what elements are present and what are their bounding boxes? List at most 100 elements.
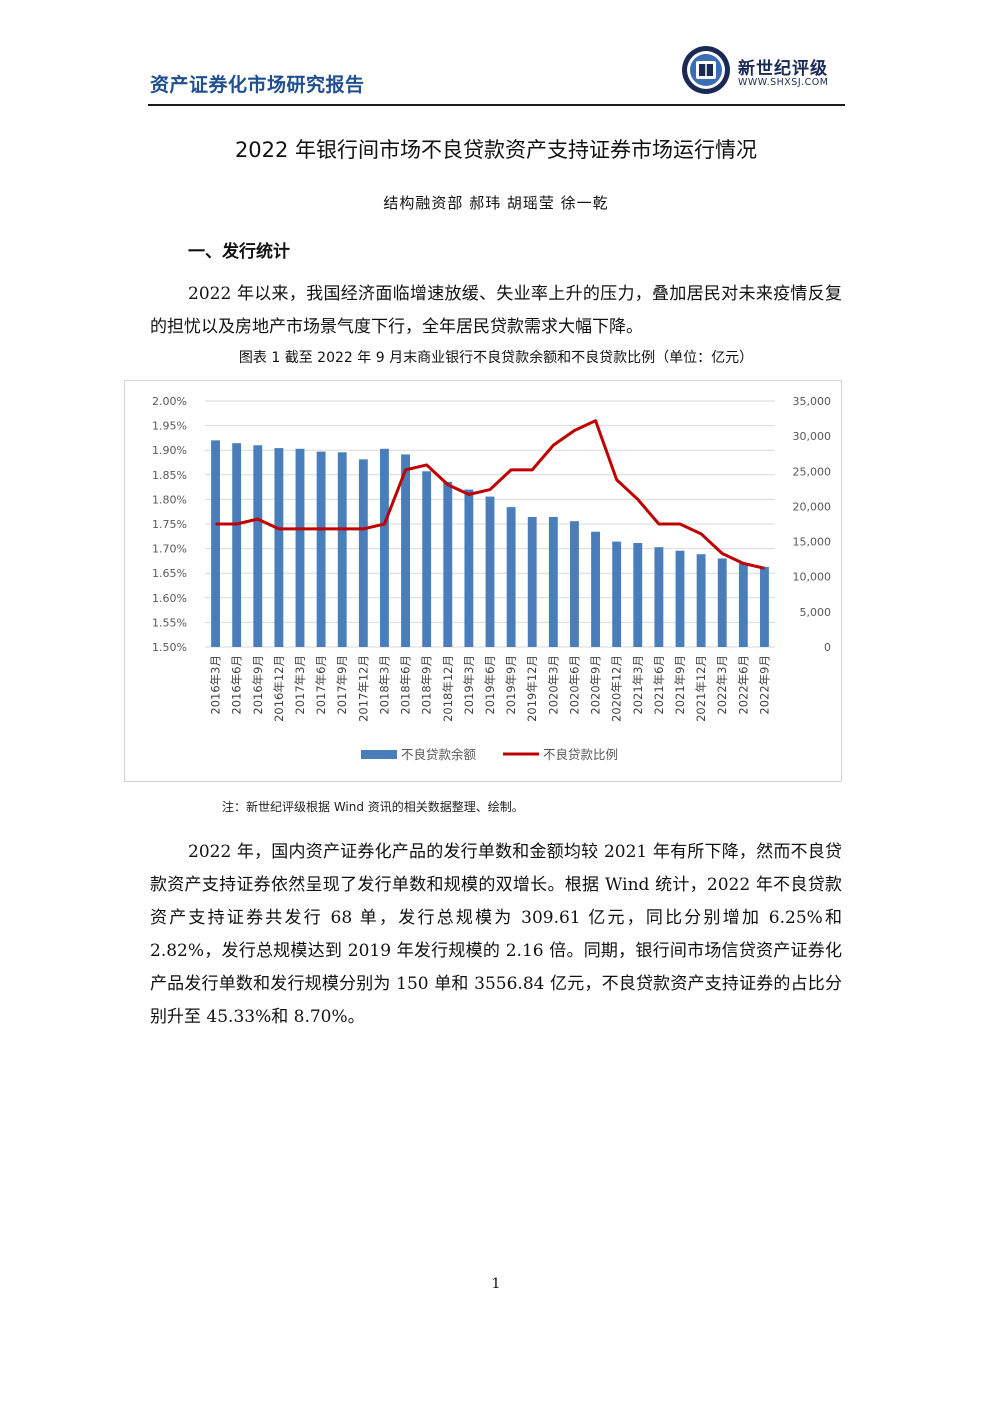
paragraph-text: 2022 年以来，我国经济面临增速放缓、失业率上升的压力，叠加居民对未来疫情反复…	[150, 284, 842, 337]
bar	[232, 443, 242, 647]
x-tick-label: 2020年3月	[546, 655, 560, 715]
x-tick-label: 2017年6月	[314, 655, 328, 715]
left-tick-label: 1.85%	[152, 469, 187, 482]
bar	[464, 489, 474, 647]
bar	[380, 448, 389, 647]
x-tick-label: 2018年6月	[399, 655, 413, 715]
chart-legend: 不良贷款余额 不良贷款比例	[361, 747, 618, 762]
x-axis-labels: 2016年3月 2016年6月 2016年9月 2016年12月 2017年3月 2017…	[209, 655, 772, 722]
bar	[358, 459, 368, 647]
x-tick-label: 2022年3月	[715, 655, 729, 715]
bar	[274, 448, 284, 647]
bar	[654, 547, 664, 647]
x-tick-label: 2016年12月	[272, 655, 286, 722]
x-tick-label: 2018年12月	[441, 655, 455, 722]
section-heading: 一、发行统计	[188, 242, 290, 262]
bar	[422, 471, 432, 647]
logo-url: WWW.SHXSJ.COM	[738, 77, 829, 88]
left-tick-label: 1.55%	[152, 616, 187, 629]
bar	[253, 445, 263, 647]
right-tick-label: 20,000	[793, 500, 832, 513]
legend-bar-swatch	[361, 750, 397, 759]
x-tick-label: 2019年6月	[483, 655, 497, 715]
logo-name: 新世纪评级	[738, 59, 828, 79]
bar	[633, 542, 643, 647]
bar-series	[211, 440, 769, 647]
left-tick-label: 2.00%	[152, 395, 187, 408]
x-tick-label: 2016年6月	[230, 655, 244, 715]
bar	[337, 452, 347, 647]
x-tick-label: 2022年9月	[757, 655, 771, 715]
figure-caption: 图表 1 截至 2022 年 9 月末商业银行不良贷款余额和不良贷款比例（单位：…	[238, 350, 754, 366]
legend-line-label: 不良贷款比例	[543, 747, 618, 762]
paragraph-issuance: 2022 年，国内资产证券化产品的发行单数和金额均较 2021 年有所下降，然而…	[150, 836, 842, 1034]
left-tick-label: 1.65%	[152, 567, 187, 580]
x-tick-label: 2020年6月	[567, 655, 581, 715]
bar	[591, 531, 600, 647]
chart-container: 1.50% 1.55% 1.60% 1.65% 1.70% 1.75% 1.80% 1.85%…	[124, 380, 842, 782]
x-tick-label: 2019年3月	[462, 655, 476, 715]
bar	[295, 448, 305, 647]
left-tick-label: 1.60%	[152, 592, 187, 605]
bar	[570, 521, 579, 647]
right-tick-label: 25,000	[793, 465, 832, 478]
right-tick-label: 35,000	[793, 395, 832, 408]
line-series	[215, 419, 765, 570]
x-tick-label: 2017年12月	[356, 655, 370, 722]
bar	[485, 496, 495, 647]
chart-note: 注：新世纪评级根据 Wind 资讯的相关数据整理、绘制。	[222, 800, 524, 814]
x-tick-label: 2017年9月	[335, 655, 349, 715]
left-axis-ticks: 1.50% 1.55% 1.60% 1.65% 1.70% 1.75% 1.80% 1.85%…	[152, 395, 187, 654]
right-tick-label: 10,000	[793, 571, 832, 584]
legend-bar-label: 不良贷款余额	[401, 747, 477, 762]
paragraph-text: 2022 年，国内资产证券化产品的发行单数和金额均较 2021 年有所下降，然而…	[150, 842, 842, 1027]
bar	[696, 554, 706, 647]
bar	[760, 566, 769, 647]
x-tick-label: 2022年6月	[736, 655, 750, 715]
left-tick-label: 1.80%	[152, 493, 187, 506]
bar	[506, 507, 516, 647]
page-number: 1	[491, 1276, 501, 1292]
x-tick-label: 2019年12月	[525, 655, 539, 722]
right-axis-ticks: 0 5,000 10,000 15,000 20,000 25,000 30,000 35,0…	[793, 395, 832, 654]
left-tick-label: 1.70%	[152, 543, 187, 556]
x-tick-label: 2016年3月	[209, 655, 223, 715]
x-tick-label: 2016年9月	[251, 655, 265, 715]
left-tick-label: 1.75%	[152, 518, 187, 531]
x-tick-label: 2021年3月	[631, 655, 645, 715]
x-tick-label: 2018年9月	[420, 655, 434, 715]
bar	[612, 541, 622, 647]
bar	[548, 516, 558, 647]
x-tick-label: 2019年9月	[504, 655, 518, 715]
x-tick-label: 2020年12月	[610, 655, 624, 722]
x-tick-label: 2017年3月	[293, 655, 307, 715]
bar	[527, 516, 537, 647]
company-logo	[680, 44, 850, 96]
left-tick-label: 1.50%	[152, 641, 187, 654]
x-tick-label: 2021年6月	[652, 655, 666, 715]
paragraph-intro: 2022 年以来，我国经济面临增速放缓、失业率上升的压力，叠加居民对未来疫情反复…	[150, 278, 842, 344]
report-series-title: 资产证券化市场研究报告	[150, 74, 365, 96]
x-tick-label: 2020年9月	[589, 655, 603, 715]
bar	[316, 451, 326, 647]
x-tick-label: 2018年3月	[377, 655, 391, 715]
right-tick-label: 30,000	[793, 430, 832, 443]
right-tick-label: 15,000	[793, 536, 832, 549]
right-tick-label: 5,000	[800, 606, 832, 619]
bar	[738, 563, 748, 647]
logo-globe-icon	[682, 46, 730, 94]
header-divider	[148, 104, 845, 106]
bar	[211, 440, 220, 647]
bar	[717, 558, 727, 647]
left-tick-label: 1.90%	[152, 444, 187, 457]
bar	[443, 481, 453, 647]
left-tick-label: 1.95%	[152, 420, 187, 433]
npl-chart: 1.50% 1.55% 1.60% 1.65% 1.70% 1.75% 1.80% 1.85%…	[152, 395, 832, 762]
ratio-line	[215, 419, 765, 570]
right-tick-label: 0	[824, 641, 831, 654]
bar	[675, 550, 685, 647]
x-tick-label: 2021年9月	[673, 655, 687, 715]
document-title: 2022 年银行间市场不良贷款资产支持证券市场运行情况	[234, 138, 758, 162]
x-tick-label: 2021年12月	[694, 655, 708, 722]
authors-line: 结构融资部 郝玮 胡瑶莹 徐一乾	[383, 194, 609, 212]
